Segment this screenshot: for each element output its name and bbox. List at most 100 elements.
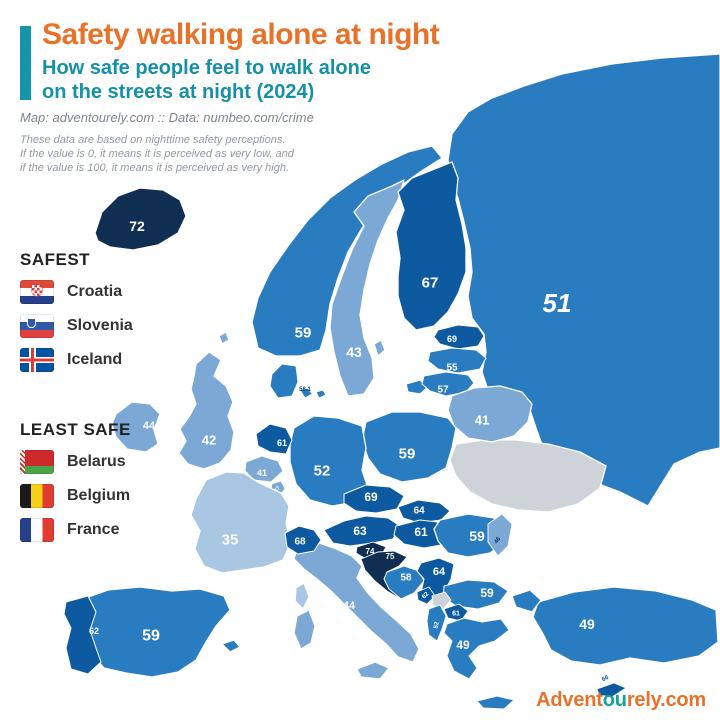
value-label-austria: 63 <box>353 524 367 538</box>
value-label-uk: 42 <box>202 433 216 448</box>
croatia-flag-icon <box>20 280 54 304</box>
legend-country-name: Iceland <box>67 351 123 368</box>
country-moldova: 46 <box>487 513 513 557</box>
value-label-sweden: 43 <box>346 344 362 360</box>
country-shape-denmark <box>299 387 313 399</box>
country-germany: 52 <box>289 415 369 507</box>
country-turkey: 49 <box>511 586 719 666</box>
value-label-czechia: 69 <box>364 490 378 504</box>
legend-safest: SAFEST Croatia Slovenia Iceland <box>20 250 133 382</box>
country-shape-slovakia <box>397 499 451 524</box>
slovenia-flag-icon <box>20 314 54 338</box>
legend-country-name: Croatia <box>67 283 123 300</box>
value-label-portugal: 62 <box>89 626 99 636</box>
country-shape-turkey <box>532 586 719 666</box>
france-flag-icon <box>20 518 54 542</box>
legend-item-slovenia: Slovenia <box>20 314 133 338</box>
value-label-latvia: 55 <box>446 363 458 374</box>
value-label-germany: 52 <box>314 462 331 479</box>
country-cyprus: 66 <box>596 675 627 698</box>
country-shape-denmark <box>315 389 327 399</box>
country-shape-belgium <box>244 455 284 483</box>
legend-safest-heading: SAFEST <box>20 250 91 269</box>
legend-item-iceland: Iceland <box>20 348 133 372</box>
value-label-ireland: 44 <box>143 420 156 432</box>
country-uk: 42 <box>178 331 235 470</box>
country-shape-italy <box>293 609 316 650</box>
country-latvia: 55 <box>427 347 487 374</box>
country-austria: 63 <box>323 515 401 547</box>
country-shape-portugal <box>63 595 102 675</box>
country-netherlands: 61 <box>255 423 293 455</box>
value-label-italy: 44 <box>343 600 356 612</box>
value-label-hungary: 61 <box>414 525 428 539</box>
country-shape-sweden <box>329 179 405 397</box>
country-shape-switzerland <box>284 525 322 555</box>
country-macedonia: 61 <box>443 603 469 622</box>
value-label-poland: 59 <box>399 445 416 462</box>
country-norway: 59 <box>251 145 443 357</box>
value-label-croatia: 75 <box>386 552 395 561</box>
country-shape-macedonia <box>443 603 469 622</box>
country-shape-ukraine <box>449 439 607 513</box>
country-shape-kosovo <box>431 591 452 610</box>
country-estonia: 69 <box>433 324 485 350</box>
country-shape-italy <box>356 661 390 680</box>
country-shape-france <box>294 582 310 610</box>
value-label-slovakia: 64 <box>413 506 425 517</box>
note-line3: if the value is 100, it means it is perc… <box>20 162 290 174</box>
value-label-lithuania: 57 <box>437 385 449 396</box>
value-label-bulgaria: 59 <box>480 586 494 600</box>
value-label-spain: 59 <box>142 628 160 645</box>
country-bosnia: 58 <box>383 565 425 600</box>
page-subtitle: How safe people feel to walk alone on th… <box>42 56 371 104</box>
country-shape-montenegro <box>416 586 436 605</box>
value-label-norway: 59 <box>295 324 312 341</box>
country-sweden: 43 <box>329 179 405 397</box>
brand-prefix: Advent <box>536 689 603 711</box>
country-shape-belarus <box>447 385 533 443</box>
country-ukraine <box>449 439 607 513</box>
country-poland: 59 <box>361 411 457 483</box>
country-shape-netherlands <box>255 423 293 455</box>
country-greece: 49 <box>443 617 515 710</box>
legend-country-name: Belgium <box>67 487 131 504</box>
country-shape-sweden <box>373 339 386 357</box>
legend-country-name: Slovenia <box>67 317 133 334</box>
value-label-macedonia: 61 <box>452 610 460 617</box>
country-spain: 59 <box>79 586 241 678</box>
legend-country-name: France <box>67 521 120 538</box>
country-iceland: 72 <box>94 187 187 251</box>
country-denmark: 58.1 <box>269 363 327 399</box>
value-label-russia: 51 <box>543 288 572 318</box>
brand-suffix: rely.com <box>626 689 706 711</box>
country-shape-spain <box>221 639 241 653</box>
country-shape-czechia <box>343 484 405 514</box>
country-belarus: 41 <box>447 385 533 443</box>
country-montenegro: 62 <box>416 586 436 605</box>
belarus-flag-icon <box>20 450 54 474</box>
value-label-belgium: 41 <box>257 468 267 478</box>
country-shape-moldova <box>487 513 513 557</box>
country-shape-uk <box>218 331 230 345</box>
country-shape-iceland <box>94 187 187 251</box>
belgium-flag-icon <box>20 484 54 508</box>
value-label-montenegro: 62 <box>421 591 430 600</box>
country-slovakia: 64 <box>397 499 451 524</box>
brand-logo: Adventourely.com <box>536 689 706 712</box>
legend-least-safe-heading: LEAST SAFE <box>20 420 131 439</box>
country-belgium: 41 <box>244 455 284 483</box>
country-shape-estonia <box>433 324 485 350</box>
value-label-turkey: 49 <box>579 616 595 632</box>
value-label-netherlands: 61 <box>277 438 287 448</box>
note-line2: If the value is 0, it means it is percei… <box>20 148 294 160</box>
value-label-belarus: 41 <box>475 413 489 428</box>
country-france: 35 <box>190 471 310 610</box>
value-label-iceland: 72 <box>129 218 145 234</box>
country-italy: 44 <box>293 541 420 680</box>
country-czechia: 69 <box>343 484 405 514</box>
country-portugal: 62 <box>63 595 102 675</box>
country-bulgaria: 59 <box>442 579 509 610</box>
country-shape-denmark <box>269 363 299 399</box>
